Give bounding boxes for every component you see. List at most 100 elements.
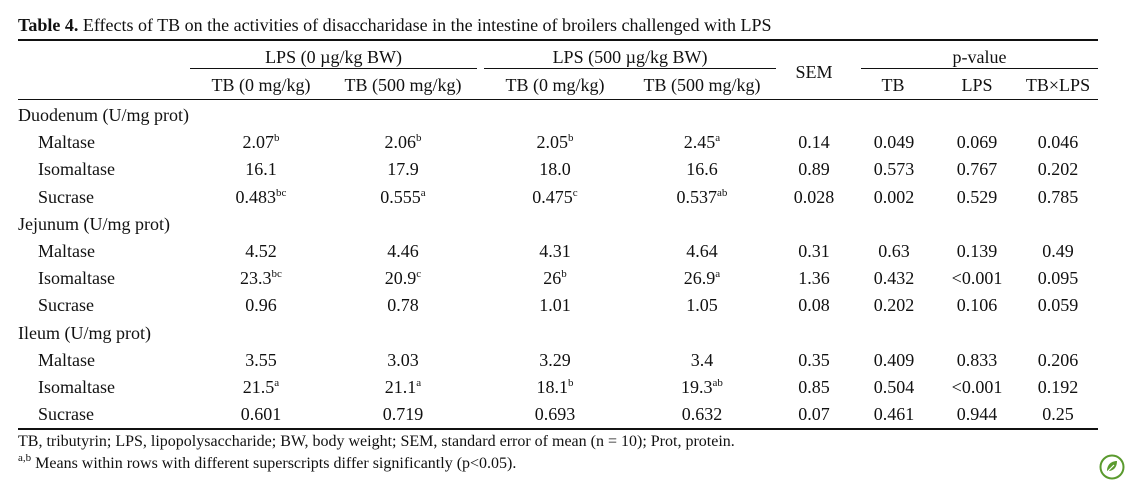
table-cell: 21.1a — [353, 376, 453, 398]
cell-value: 0.573 — [873, 159, 915, 180]
cell-value: 0.475 — [532, 186, 573, 207]
table-cell: 0.432 — [844, 267, 944, 289]
table-cell: 2.05b — [505, 131, 605, 153]
table-cell: 0.08 — [764, 294, 864, 316]
cell-value: 0.767 — [956, 159, 998, 180]
cell-value: 0.046 — [1037, 132, 1079, 153]
table-cell: 1.05 — [652, 294, 752, 316]
cell-value: <0.001 — [951, 377, 1003, 397]
table-cell: 0.206 — [1008, 349, 1108, 371]
table-cell: 0.139 — [927, 240, 1027, 262]
header-p-lps: LPS — [961, 75, 993, 95]
footnote-superscript-text: Means within rows with different supersc… — [31, 455, 517, 472]
table-cell: 0.573 — [844, 158, 944, 180]
table-cell: 0.85 — [764, 376, 864, 398]
table-cell: <0.001 — [927, 376, 1027, 398]
cell-value: 0.002 — [873, 186, 915, 207]
table-cell: 0.89 — [764, 158, 864, 180]
cell-value: 0.409 — [873, 349, 915, 370]
cell-value: 0.106 — [956, 295, 998, 316]
cell-value: 4.31 — [539, 241, 571, 261]
cell-value: 0.63 — [878, 241, 910, 261]
table-cell: 0.192 — [1008, 376, 1108, 398]
row-label: Isomaltase — [38, 268, 115, 289]
cell-value: 4.46 — [387, 241, 419, 261]
table-cell: 0.49 — [1008, 240, 1108, 262]
cell-value: 0.85 — [798, 377, 830, 397]
table-cell: 0.461 — [844, 403, 944, 425]
cell-value: 0.833 — [956, 349, 998, 370]
cell-value: 0.202 — [1037, 159, 1079, 180]
cell-value: 23.3 — [240, 268, 272, 289]
table-cell: 16.6 — [652, 158, 752, 180]
header-p-tb: TB — [881, 75, 905, 95]
table-cell: 3.29 — [505, 349, 605, 371]
cell-value: 0.069 — [956, 132, 998, 153]
cell-superscript: c — [572, 186, 578, 199]
row-label: Maltase — [38, 241, 95, 261]
cell-value: 19.3 — [681, 377, 713, 397]
cell-superscript: a — [274, 377, 280, 389]
cell-value: 18.0 — [539, 159, 571, 180]
cell-value: 0.537 — [676, 186, 718, 207]
table-cell: 23.3bc — [211, 267, 311, 289]
cell-value: 0.719 — [382, 404, 424, 425]
cell-value: 4.52 — [245, 241, 277, 261]
table-cell: 2.45a — [652, 131, 752, 153]
cell-value: 0.483 — [235, 186, 277, 207]
table-cell: <0.001 — [927, 267, 1027, 289]
cell-value: 2.05 — [536, 132, 569, 153]
cell-value: 21.5 — [242, 377, 275, 397]
cell-value: 3.29 — [539, 349, 571, 370]
cell-value: 0.14 — [798, 132, 830, 153]
table-cell: 0.785 — [1008, 186, 1108, 208]
cell-superscript: a — [416, 377, 422, 389]
cell-value: 26 — [543, 268, 562, 289]
table-cell: 0.002 — [844, 186, 944, 208]
cell-value: 0.504 — [873, 377, 915, 397]
cell-value: 0.35 — [798, 349, 830, 370]
header-tb500-lps500: TB (500 mg/kg) — [643, 75, 761, 95]
table-cell: 0.504 — [844, 376, 944, 398]
cell-value: 0.601 — [240, 404, 282, 425]
cell-value: 0.49 — [1042, 241, 1074, 261]
cell-superscript: b — [416, 132, 422, 145]
header-tb500-lps0: TB (500 mg/kg) — [344, 75, 462, 95]
section-title: Duodenum (U/mg prot) — [18, 105, 189, 125]
table-cell: 0.555a — [353, 186, 453, 208]
row-label: Sucrase — [38, 186, 94, 207]
table-cell: 4.64 — [652, 240, 752, 262]
cell-superscript: a — [420, 186, 426, 199]
cell-value: 0.08 — [798, 295, 830, 316]
table-cell: 0.693 — [505, 403, 605, 425]
table-cell: 17.9 — [353, 158, 453, 180]
table-cell: 0.78 — [353, 294, 453, 316]
cell-value: 26.9 — [683, 268, 716, 289]
cell-value: 0.96 — [245, 295, 277, 316]
table-cell: 0.767 — [927, 158, 1027, 180]
table-cell: 0.601 — [211, 403, 311, 425]
table-cell: 3.55 — [211, 349, 311, 371]
row-label: Sucrase — [38, 404, 94, 425]
cell-value: 0.25 — [1042, 404, 1074, 425]
cell-value: 3.4 — [690, 349, 714, 370]
table-cell: 0.944 — [927, 403, 1027, 425]
cell-value: 0.049 — [873, 132, 915, 153]
cell-value: 2.45 — [683, 132, 716, 153]
table-cell: 0.632 — [652, 403, 752, 425]
table-cell: 0.63 — [844, 240, 944, 262]
leaf-logo-icon — [1099, 454, 1125, 480]
table-cell: 0.14 — [764, 131, 864, 153]
row-label: Sucrase — [38, 295, 94, 316]
cell-value: 1.05 — [686, 295, 718, 316]
table-cell: 0.475c — [505, 186, 605, 208]
row-label: Isomaltase — [38, 159, 115, 180]
table-cell: 4.52 — [211, 240, 311, 262]
cell-value: 20.9 — [384, 268, 417, 289]
table-cell: 26.9a — [652, 267, 752, 289]
cell-value: 0.192 — [1037, 377, 1079, 397]
cell-value: 0.785 — [1037, 186, 1079, 207]
cell-superscript: bc — [271, 268, 282, 281]
table-title: Effects of TB on the activities of disac… — [78, 15, 772, 35]
cell-superscript: a — [715, 132, 721, 145]
